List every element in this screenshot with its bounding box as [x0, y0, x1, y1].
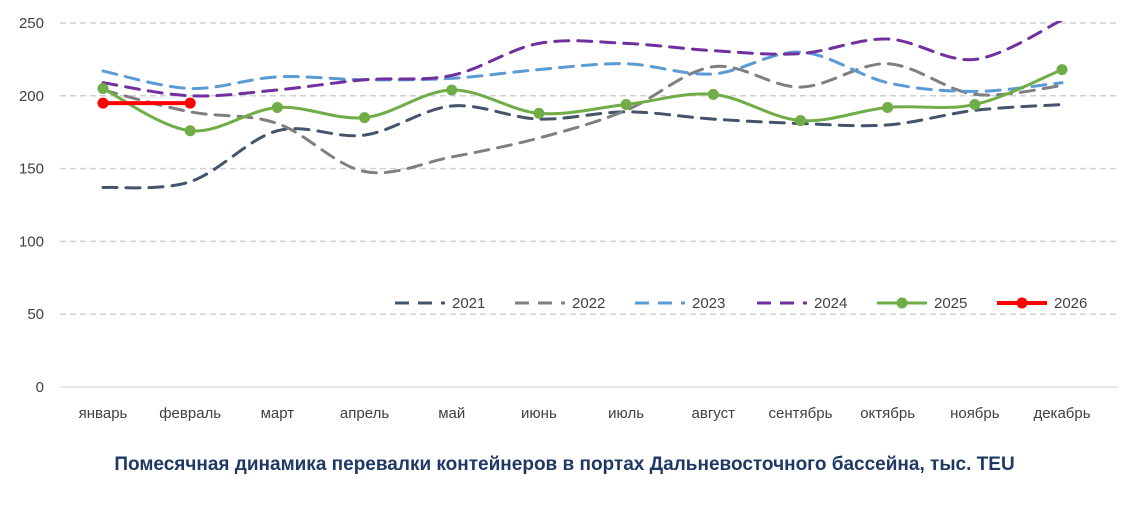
y-tick-label: 0: [36, 379, 44, 396]
data-point-2025: [794, 115, 806, 127]
data-point-2025: [707, 88, 719, 100]
x-tick-label: декабрь: [1033, 405, 1090, 422]
series-line-2021: [101, 103, 1064, 190]
x-tick-label: февраль: [159, 405, 221, 422]
x-tick-label: июль: [608, 405, 644, 422]
data-point-2026: [184, 97, 196, 109]
data-point-2025: [620, 99, 632, 111]
legend-label: 2026: [1054, 295, 1087, 312]
x-tick-label: ноябрь: [950, 405, 1000, 422]
x-tick-label: апрель: [340, 405, 389, 422]
x-tick-label: октябрь: [860, 405, 915, 422]
data-point-2025: [882, 101, 894, 113]
chart-title: Помесячная динамика перевалки контейнеро…: [114, 454, 1015, 475]
data-point-2025: [97, 83, 109, 95]
legend-label: 2023: [692, 295, 725, 312]
x-tick-label: март: [261, 405, 295, 422]
data-point-2026: [97, 97, 109, 109]
series-line-2025: [101, 68, 1064, 133]
legend-label: 2022: [572, 295, 605, 312]
x-tick-label: июнь: [521, 405, 557, 422]
legend-label: 2024: [814, 295, 847, 312]
series-line-2024: [101, 21, 1064, 98]
data-point-2025: [533, 107, 545, 119]
data-point-2025: [1056, 64, 1068, 76]
y-tick-label: 50: [27, 306, 44, 323]
y-tick-label: 100: [19, 233, 44, 250]
data-point-2025: [969, 99, 981, 111]
data-point-2025: [184, 125, 196, 137]
series-line-2022: [101, 62, 1064, 175]
legend-label: 2021: [452, 295, 485, 312]
legend-marker-2026: [1016, 297, 1028, 309]
line-chart: 0 50 100 150 200 250 январь февраль март апрель ма…: [19, 15, 1118, 422]
legend-marker-2025: [896, 297, 908, 309]
y-tick-label: 200: [19, 88, 44, 105]
series-line-2023: [101, 50, 1064, 93]
data-point-2025: [271, 101, 283, 113]
y-tick-label: 150: [19, 161, 44, 178]
x-tick-label: май: [438, 405, 465, 422]
data-point-2025: [359, 112, 371, 124]
x-tick-label: январь: [79, 405, 128, 422]
x-tick-label: сентябрь: [769, 405, 833, 422]
data-point-2025: [446, 84, 458, 96]
y-tick-label: 250: [19, 15, 44, 32]
x-tick-label: август: [692, 405, 736, 422]
legend-label: 2025: [934, 295, 967, 312]
